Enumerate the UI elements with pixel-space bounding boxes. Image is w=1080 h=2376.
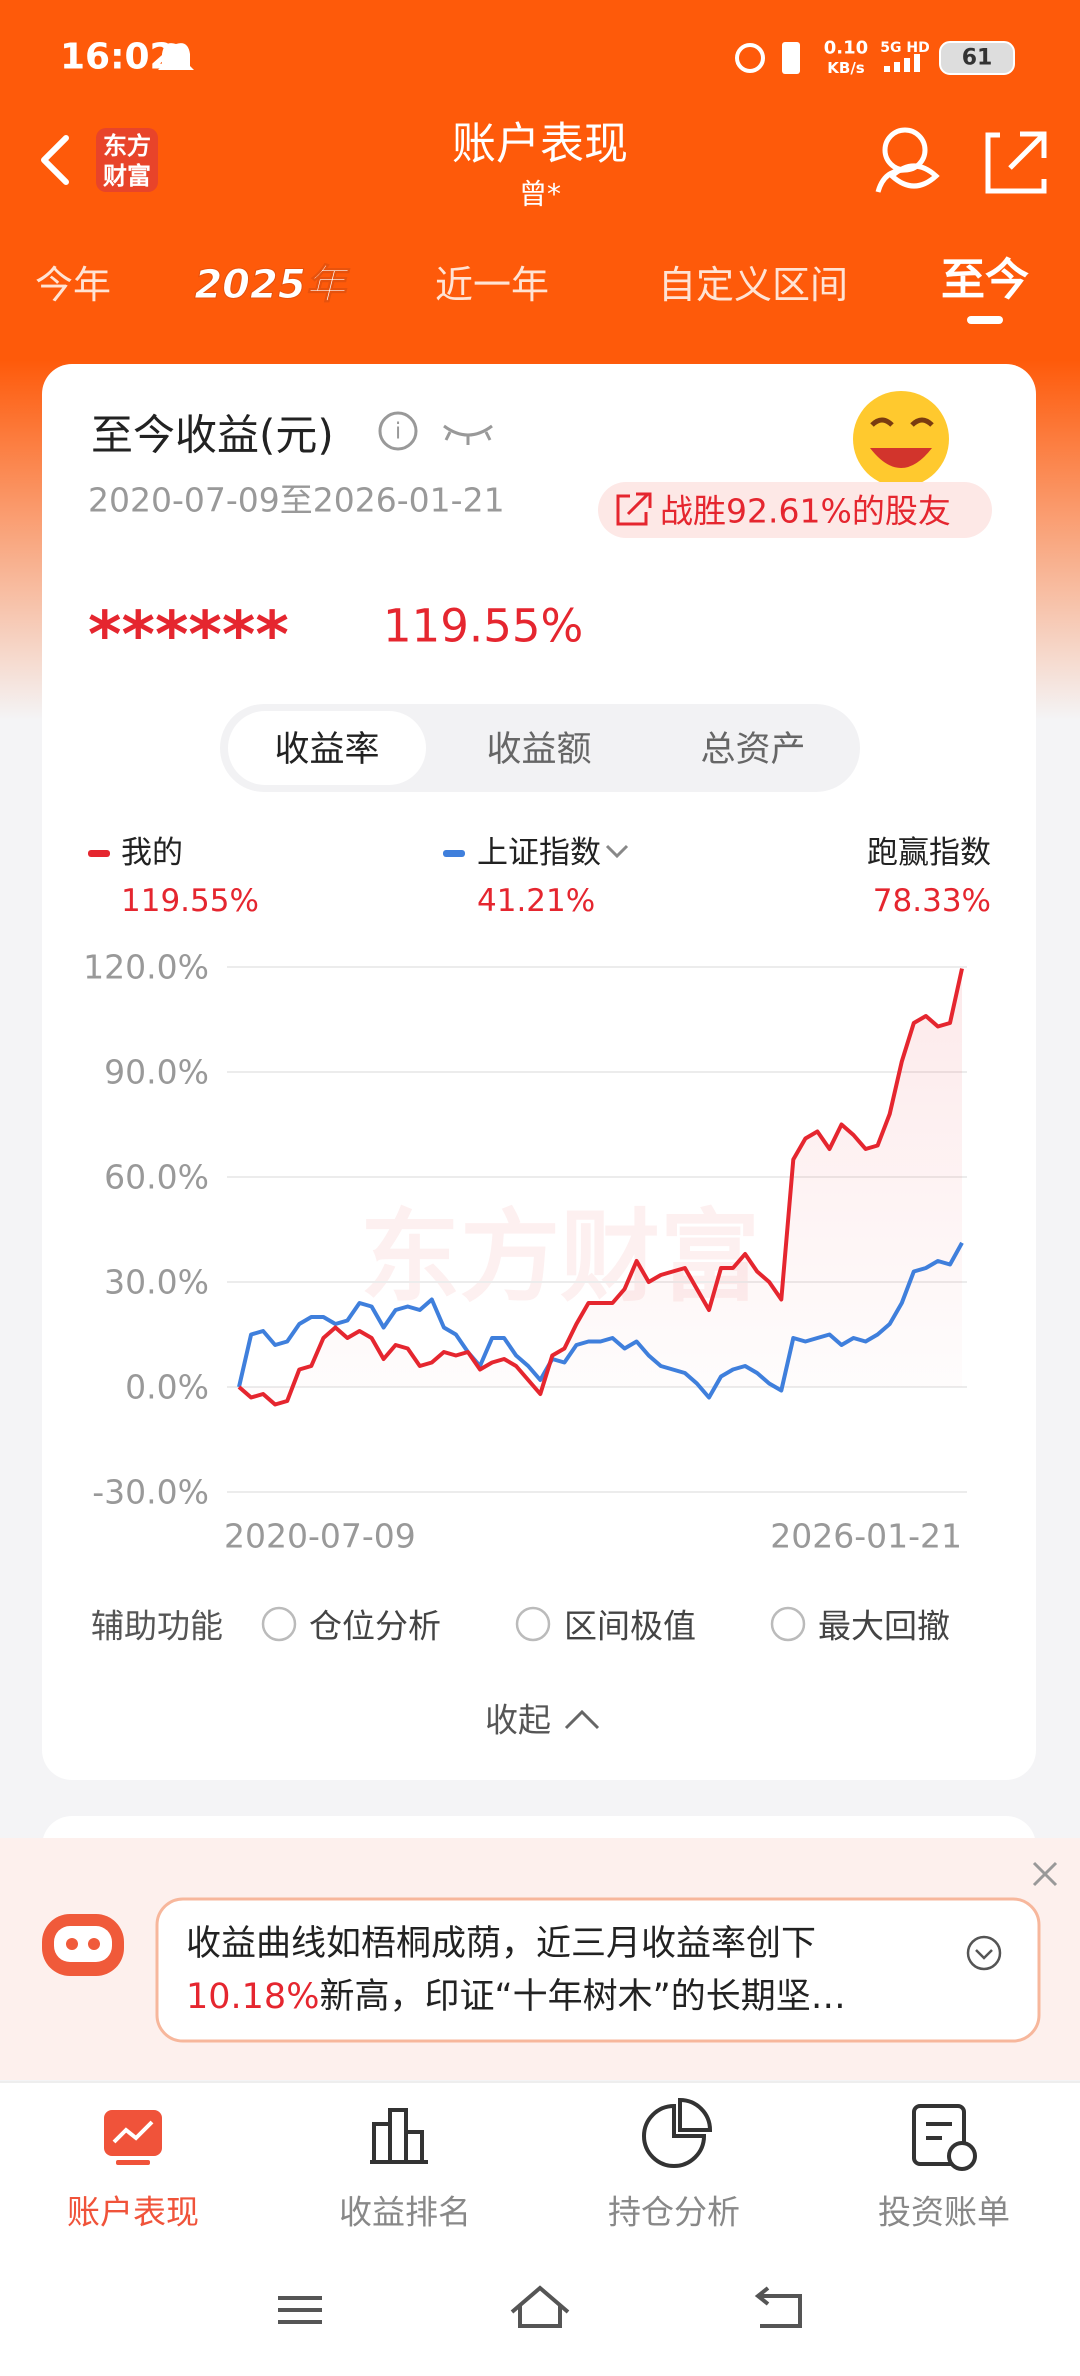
hide-icon[interactable]	[443, 424, 493, 445]
chart: 120.0% 90.0% 60.0% 30.0% 0.0% -30.0% 2020-07-0…	[83, 948, 967, 1556]
date-range: 2020-07-09至2026-01-21	[88, 481, 505, 520]
logo-text: 财富	[103, 162, 151, 190]
x-tick-label: 2020-07-09	[224, 1517, 416, 1556]
collapse-button[interactable]: 收起	[485, 1701, 551, 1740]
aux-option[interactable]: 区间极值	[564, 1607, 696, 1646]
radio[interactable]	[515, 1606, 551, 1642]
badge-text: 战胜92.61%的股友	[660, 492, 951, 531]
segment[interactable]: 收益率	[274, 730, 379, 770]
profile-icon[interactable]	[875, 127, 940, 193]
tab-active[interactable]: 至今	[941, 255, 1029, 306]
y-tick-label: 120.0%	[83, 948, 209, 987]
nav-icon	[642, 2097, 713, 2168]
x-tick-label: 2026-01-21	[770, 1517, 962, 1556]
notify-icon	[158, 43, 194, 70]
tab[interactable]: 近一年	[435, 263, 549, 307]
total-return: 119.55%	[383, 600, 583, 653]
logo-text: 东方	[103, 132, 151, 160]
radio[interactable]	[261, 1606, 297, 1642]
legend-value: 41.21%	[477, 883, 595, 919]
nav-icon	[912, 2104, 977, 2171]
radio[interactable]	[770, 1606, 806, 1642]
tab[interactable]: 今年	[35, 263, 111, 307]
nav-icon	[370, 2108, 428, 2164]
nav-label[interactable]: 投资账单	[878, 2193, 1010, 2232]
segment-selected	[228, 711, 426, 785]
segment[interactable]: 总资产	[700, 730, 805, 770]
vibrate-icon	[782, 42, 800, 74]
legend-swatch	[443, 850, 465, 857]
series-line	[237, 1241, 964, 1400]
logo-box	[96, 128, 158, 192]
system-home[interactable]	[510, 2285, 570, 2328]
info-glyph: i	[395, 420, 401, 445]
nav-label-active[interactable]: 账户表现	[67, 2193, 199, 2232]
net-speed: 0.10	[824, 38, 868, 59]
legend-swatch	[88, 850, 110, 857]
page-title: 账户表现	[452, 119, 628, 170]
tab-indicator	[967, 316, 1003, 324]
legend-value: 78.33%	[873, 883, 991, 919]
segment[interactable]: 收益额	[486, 730, 591, 770]
expand-tip[interactable]	[966, 1935, 1002, 1971]
badge[interactable]	[598, 482, 992, 538]
system-menu[interactable]	[278, 2296, 322, 2324]
legend-name[interactable]: 上证指数	[477, 835, 601, 871]
y-tick-label: 90.0%	[104, 1053, 209, 1092]
area	[239, 968, 962, 1405]
tab[interactable]: 自定义区间	[658, 263, 848, 307]
share-icon[interactable]	[985, 131, 1047, 194]
masked-amount: ******	[88, 599, 289, 673]
signal-label: 5G HD	[880, 40, 929, 56]
tip-highlight: 10.18%	[186, 1977, 319, 2017]
nav-label[interactable]: 持仓分析	[608, 2193, 740, 2232]
dropdown-chevron[interactable]	[605, 844, 629, 859]
close-tip[interactable]	[1032, 1861, 1058, 1887]
y-tick-label: 0.0%	[125, 1368, 209, 1407]
tip-bubble	[155, 1897, 1041, 2043]
info-icon[interactable]	[378, 411, 418, 451]
tip-line: 10.18%新高，印证“十年树木”的长期坚…	[186, 1977, 846, 2017]
aux-option[interactable]: 仓位分析	[309, 1607, 441, 1646]
nav-label[interactable]: 收益排名	[339, 2193, 471, 2232]
y-tick-label: 60.0%	[104, 1158, 209, 1197]
legend-name: 我的	[121, 835, 183, 871]
series-line	[237, 968, 964, 1407]
collapse-caret	[564, 1709, 600, 1730]
signal-bars	[884, 54, 920, 72]
battery	[939, 41, 1015, 75]
nav-icon	[104, 2110, 162, 2165]
net-unit: KB/s	[827, 59, 865, 77]
back-button[interactable]	[41, 135, 69, 185]
legend-name: 跑赢指数	[867, 835, 991, 871]
emoji	[853, 391, 949, 487]
robot-icon	[42, 1914, 124, 1976]
page-subtitle: 曾*	[519, 178, 561, 211]
alarm-icon	[735, 43, 765, 73]
system-back[interactable]	[754, 2286, 802, 2328]
status-time: 16:02	[60, 37, 175, 78]
tip-text: 新高，印证“十年树木”的长期坚…	[319, 1977, 845, 2017]
battery-level: 61	[962, 46, 993, 71]
badge-icon	[616, 492, 652, 526]
tip-line: 收益曲线如梧桐成荫，近三月收益率创下	[186, 1924, 816, 1964]
expand-chevron	[975, 1949, 993, 1960]
card-title: 至今收益(元)	[91, 411, 334, 460]
tab[interactable]: 2025年	[194, 262, 351, 309]
y-tick-label: -30.0%	[92, 1473, 209, 1512]
aux-label: 辅助功能	[91, 1607, 223, 1646]
y-tick-label: 30.0%	[104, 1263, 209, 1302]
aux-option[interactable]: 最大回撤	[818, 1607, 950, 1646]
legend-value: 119.55%	[121, 883, 259, 919]
